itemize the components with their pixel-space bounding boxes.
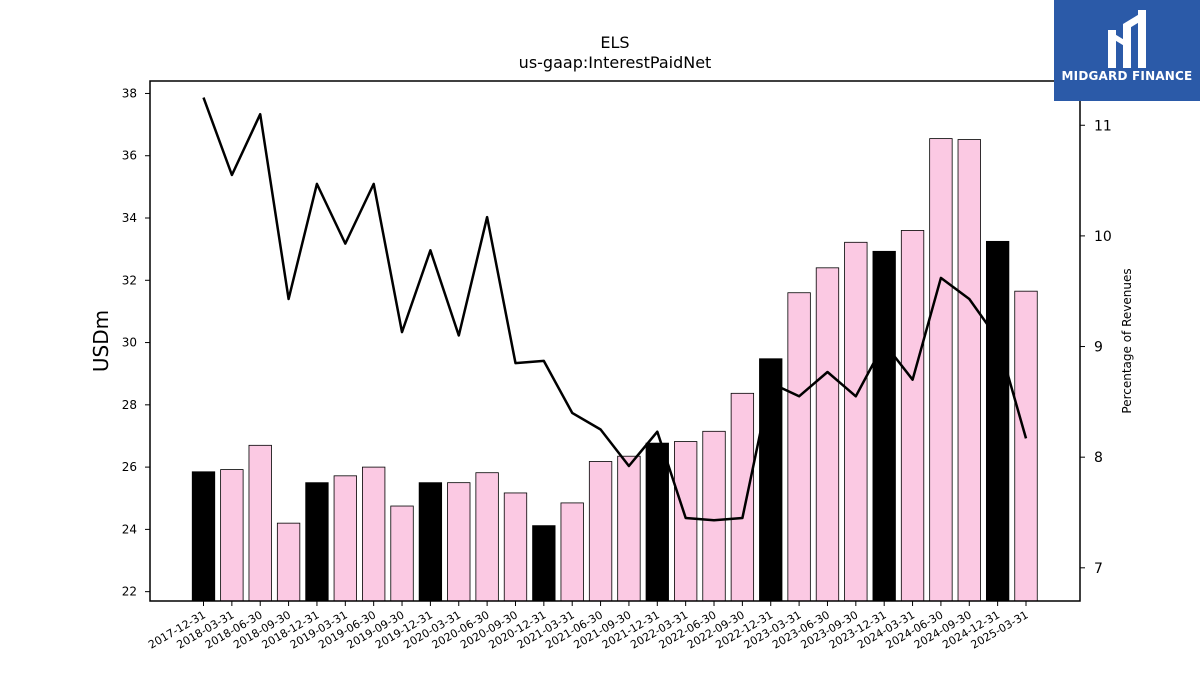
y-tick-label-left: 24 (122, 522, 137, 536)
y-tick-label-right: 10 (1094, 229, 1112, 245)
bar (305, 482, 329, 602)
plot-frame (149, 80, 1081, 602)
bar (815, 267, 840, 602)
bar (447, 482, 471, 602)
bar (532, 525, 556, 602)
y-axis-label-left: USDm (89, 310, 113, 372)
bar (872, 250, 896, 602)
series-line (202, 97, 1028, 522)
bar (929, 138, 953, 602)
y-tick-label-left: 22 (122, 585, 137, 599)
bar (900, 230, 925, 602)
x-axis: 2017-12-312018-03-312018-06-302018-09-30… (146, 601, 1031, 652)
bar (390, 505, 414, 602)
y-tick-label-right: 8 (1094, 450, 1103, 466)
y-tick-label-left: 36 (122, 149, 137, 163)
bar (475, 472, 499, 602)
bar (730, 392, 755, 602)
y-tick-label-right: 7 (1094, 561, 1103, 577)
y-axis-left: 22 24 26 28 30 32 34 36 38 (122, 86, 150, 599)
bar (560, 502, 584, 602)
y-axis-right: 7 8 9 10 11 (1080, 118, 1112, 577)
bar (220, 469, 244, 602)
bar (702, 430, 726, 602)
bar (985, 240, 1010, 602)
bar-series (191, 138, 1038, 602)
bar (1014, 290, 1038, 602)
y-tick-label-left: 34 (122, 211, 137, 225)
chart-title: ELS (600, 33, 629, 52)
logo-text: MIDGARD FINANCE (1061, 69, 1193, 83)
bar (617, 455, 641, 602)
y-tick-label-left: 30 (122, 336, 137, 350)
bar (957, 139, 981, 602)
bar (588, 461, 613, 602)
y-tick-label-left: 26 (122, 460, 137, 474)
bar (503, 492, 528, 602)
bar (645, 442, 669, 602)
bar (759, 358, 783, 602)
bar (248, 444, 272, 602)
y-tick-label-right: 9 (1094, 340, 1103, 356)
chart-subtitle: us-gaap:InterestPaidNet (519, 53, 712, 72)
bar (418, 482, 443, 602)
bar (362, 466, 386, 602)
y-tick-label-left: 28 (122, 398, 137, 412)
brand-logo: MIDGARD FINANCE (1054, 0, 1200, 101)
line-series (202, 97, 1028, 522)
y-axis-label-right: Percentage of Revenues (1120, 268, 1134, 413)
bar (787, 292, 811, 602)
bar (333, 475, 357, 602)
bar (276, 522, 301, 602)
logo-mark-icon (1108, 10, 1146, 68)
bar (844, 241, 868, 602)
y-tick-label-left: 38 (122, 86, 137, 100)
y-tick-label-right: 11 (1094, 118, 1112, 134)
bar (191, 471, 216, 602)
y-tick-label-left: 32 (122, 273, 137, 287)
bar (674, 441, 698, 602)
